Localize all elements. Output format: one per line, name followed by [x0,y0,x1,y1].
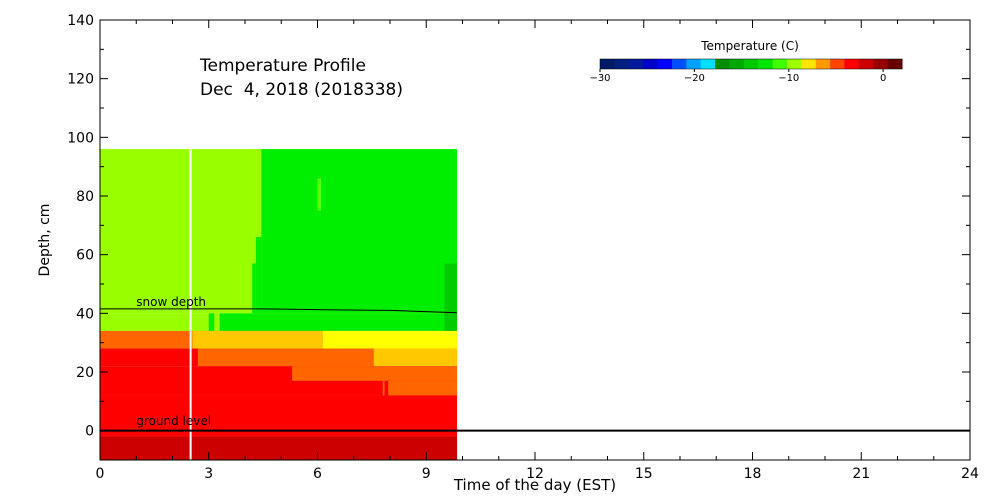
chart-texts: Temperature Profile Dec 4, 2018 (2018338… [37,39,799,494]
data-gap [189,149,192,461]
colorbar-swatch [815,59,831,69]
colorbar-title: Temperature (C) [700,39,799,53]
x-axis-label: Time of the day (EST) [453,476,616,494]
colorbar-swatch [600,59,615,69]
y-tick-label: 0 [85,424,94,440]
colorbar-tick-label: −20 [684,73,705,84]
colorbar-tick-label: −30 [589,73,610,84]
y-tick-label: 140 [67,13,94,29]
x-tick-label: 15 [635,466,653,482]
x-tick-label: 18 [744,466,762,482]
heatmap-cell [261,149,458,314]
colorbar-swatch [729,59,745,69]
x-tick-label: 3 [204,466,213,482]
x-tick-label: 21 [852,466,870,482]
heatmap-cell [444,263,458,331]
heatmap-cell [219,313,458,331]
colorbar-swatch [657,59,673,69]
colorbar-swatch [873,59,889,69]
colorbar-swatch [844,59,860,69]
tick-marks [99,19,971,461]
colorbar-swatch [715,59,730,69]
tick-labels: 0 3 6 9 12 15 18 21 24 0 20 40 60 80 100 120 140 [67,13,979,482]
colorbar-swatch [830,59,845,69]
heatmap-cell [292,366,458,381]
snow-depth-line [100,308,458,314]
y-axis-label: Depth, cm [37,204,53,277]
heatmap-cell [197,348,374,367]
colorbar-swatch [628,59,644,69]
heatmap-cell [252,263,256,314]
heatmap-cells [100,149,458,461]
colorbar-tick-label: −10 [778,73,799,84]
colorbar-swatch [643,59,659,69]
annotation-label: snow depth [136,295,206,309]
heatmap-cell [255,237,262,314]
chart-title-line1: Temperature Profile [199,56,366,76]
colorbar-swatch [700,59,716,69]
heatmap-cell [384,380,389,396]
colorbar-swatch [772,59,788,69]
y-tick-label: 40 [76,306,94,322]
x-tick-label: 0 [96,466,105,482]
y-tick-label: 20 [76,365,94,381]
x-tick-label: 24 [961,466,979,482]
heatmap-cell [382,380,458,396]
colorbar-swatch [801,59,817,69]
heatmap-cell [100,436,458,460]
chart-title-line2: Dec 4, 2018 (2018338) [200,80,403,100]
y-tick-label: 120 [67,72,94,88]
colorbar-swatch [758,59,774,69]
colorbar-swatch [743,59,759,69]
colorbar-swatch [858,59,874,69]
y-tick-label: 60 [76,248,94,264]
x-tick-label: 9 [422,466,431,482]
annotation-label: ground level [136,414,211,428]
colorbar-frame [599,58,903,70]
y-tick-label: 80 [76,189,94,205]
colorbar-swatch [887,59,903,69]
heatmap-cell [322,330,458,349]
colorbar-swatch [786,59,802,69]
heatmap-cell [317,178,322,211]
colorbar: −30 −20 −10 0 [589,58,903,84]
y-tick-label: 100 [67,130,94,146]
colorbar-swatch [686,59,702,69]
colorbar-tick-label: 0 [880,73,886,84]
x-tick-label: 12 [526,466,544,482]
profile-lines: snow depth ground level [100,295,970,432]
heatmap-cell [373,348,458,367]
heatmap-cell [192,330,323,349]
colorbar-swatch [614,59,630,69]
x-tick-label: 6 [313,466,322,482]
colorbar-swatch [671,59,687,69]
heatmap-cell [208,313,215,331]
